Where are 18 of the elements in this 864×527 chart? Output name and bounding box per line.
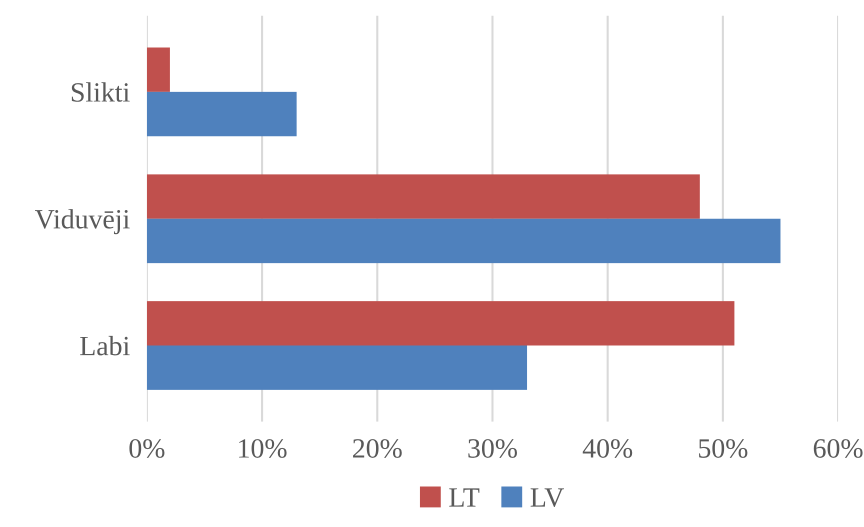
- x-tick-label: 10%: [239, 439, 287, 458]
- x-tick-label: 60%: [814, 439, 863, 458]
- legend-label: LV: [530, 488, 564, 508]
- x-tick-label: 30%: [468, 439, 517, 458]
- bar: [146, 301, 734, 346]
- bar: [146, 174, 700, 219]
- bar: [146, 48, 170, 92]
- x-tick-label: 20%: [353, 439, 402, 458]
- bar: [146, 346, 528, 390]
- x-tick-label: 40%: [582, 439, 632, 458]
- bar: [146, 92, 297, 136]
- bar: [146, 218, 780, 264]
- y-tick-label: Slikti: [72, 82, 130, 102]
- y-tick-label: Viduvēji: [34, 209, 130, 234]
- x-tick-label: 50%: [699, 439, 748, 458]
- legend-label: LT: [449, 488, 480, 507]
- x-tick-label: 0%: [129, 439, 164, 458]
- y-tick-label: Labi: [80, 336, 130, 356]
